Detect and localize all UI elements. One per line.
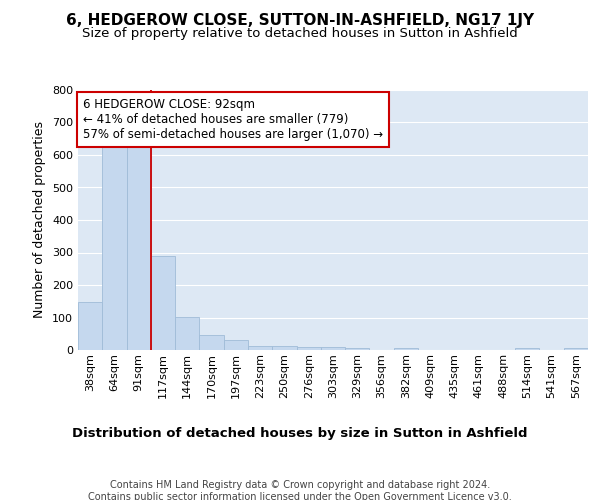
Bar bbox=[272, 346, 296, 350]
Text: 6 HEDGEROW CLOSE: 92sqm
← 41% of detached houses are smaller (779)
57% of semi-d: 6 HEDGEROW CLOSE: 92sqm ← 41% of detache… bbox=[83, 98, 383, 141]
Bar bbox=[296, 347, 321, 350]
Bar bbox=[345, 348, 370, 350]
Bar bbox=[224, 340, 248, 350]
Text: Distribution of detached houses by size in Sutton in Ashfield: Distribution of detached houses by size … bbox=[72, 428, 528, 440]
Bar bbox=[151, 256, 175, 350]
Bar bbox=[248, 346, 272, 350]
Bar bbox=[102, 144, 127, 350]
Bar bbox=[515, 348, 539, 350]
Y-axis label: Number of detached properties: Number of detached properties bbox=[34, 122, 46, 318]
Text: 6, HEDGEROW CLOSE, SUTTON-IN-ASHFIELD, NG17 1JY: 6, HEDGEROW CLOSE, SUTTON-IN-ASHFIELD, N… bbox=[66, 12, 534, 28]
Bar bbox=[564, 348, 588, 350]
Bar bbox=[321, 348, 345, 350]
Bar bbox=[394, 348, 418, 350]
Text: Size of property relative to detached houses in Sutton in Ashfield: Size of property relative to detached ho… bbox=[82, 28, 518, 40]
Bar bbox=[199, 334, 224, 350]
Bar bbox=[175, 317, 199, 350]
Text: Contains HM Land Registry data © Crown copyright and database right 2024.
Contai: Contains HM Land Registry data © Crown c… bbox=[88, 480, 512, 500]
Bar bbox=[78, 302, 102, 350]
Bar bbox=[127, 147, 151, 350]
